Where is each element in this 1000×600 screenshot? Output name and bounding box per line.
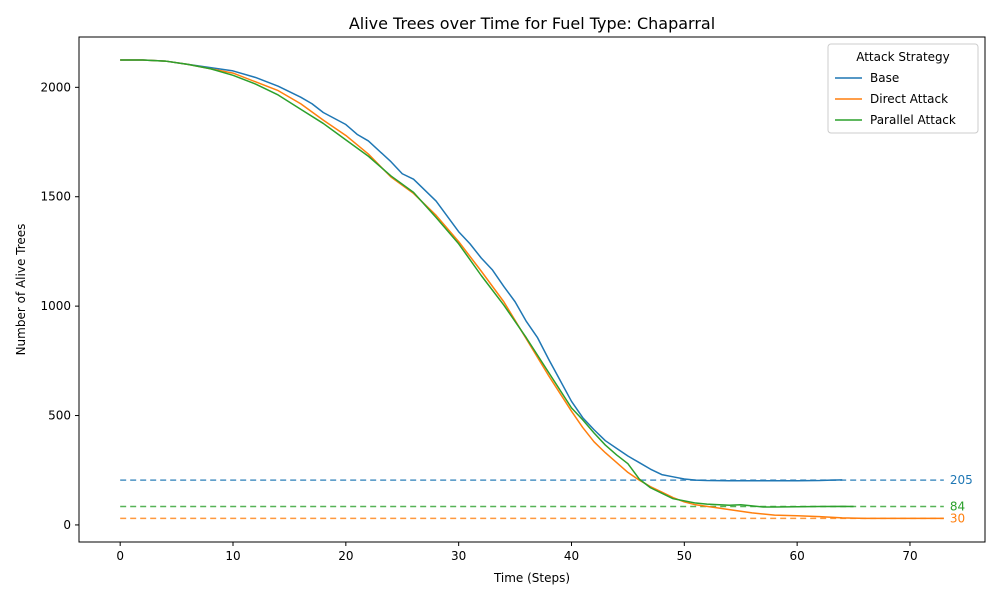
legend-label: Direct Attack (870, 92, 948, 106)
reference-lines (120, 479, 944, 520)
x-tick-label: 0 (116, 549, 124, 563)
x-tick-label: 10 (225, 549, 240, 563)
x-tick-label: 50 (677, 549, 692, 563)
x-tick-label: 30 (451, 549, 466, 563)
y-tick-label: 1000 (40, 299, 71, 313)
y-axis-ticks: 0 500 1000 1500 2000 (40, 80, 79, 532)
x-tick-label: 40 (564, 549, 579, 563)
x-tick-label: 60 (790, 549, 805, 563)
plot-frame (78, 36, 986, 543)
y-tick-label: 1500 (40, 190, 71, 204)
reference-line-label: 30 (950, 511, 965, 525)
legend-label: Parallel Attack (870, 113, 956, 127)
y-tick-label: 500 (48, 409, 71, 423)
series-lines (120, 59, 944, 520)
reference-line-label: 205 (950, 473, 973, 487)
legend-title: Attack Strategy (856, 50, 950, 64)
reference-line-label: 84 (950, 500, 965, 514)
legend: Attack Strategy Base Direct Attack Paralle… (827, 43, 979, 134)
x-tick-label: 20 (338, 549, 353, 563)
series-line (120, 59, 944, 520)
y-tick-label: 0 (63, 518, 71, 532)
legend-items: Base Direct Attack Parallel Attack (835, 71, 956, 127)
y-axis-label: Number of Alive Trees (14, 224, 28, 356)
series-line (120, 59, 843, 482)
x-tick-label: 70 (902, 549, 917, 563)
chart-title: Alive Trees over Time for Fuel Type: Cha… (349, 14, 715, 33)
legend-label: Base (870, 71, 899, 85)
series-line (120, 59, 854, 508)
x-axis-ticks: 0 10 20 30 40 50 60 70 (116, 542, 918, 563)
y-tick-label: 2000 (40, 80, 71, 94)
x-axis-label: Time (Steps) (493, 571, 570, 585)
legend-box (827, 43, 979, 134)
